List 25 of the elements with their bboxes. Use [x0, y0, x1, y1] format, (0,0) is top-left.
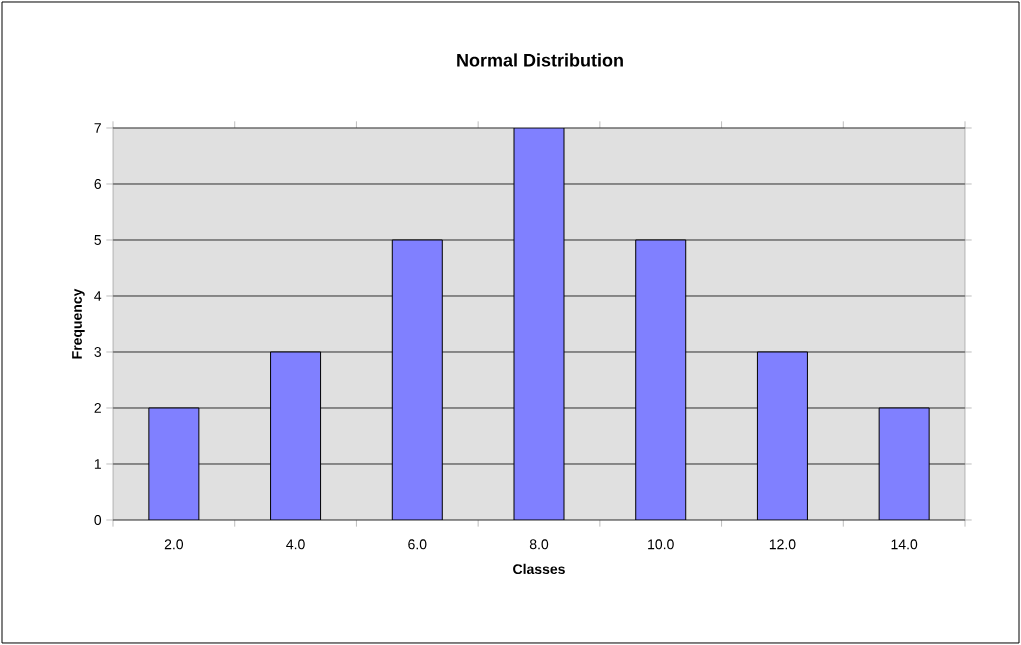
x-axis-title: Classes: [513, 563, 565, 575]
y-tick-label: 6: [94, 179, 102, 189]
bar: [635, 239, 687, 520]
bar: [270, 351, 322, 520]
bar: [756, 351, 808, 520]
bar: [391, 239, 443, 520]
x-tick-label: 4.0: [286, 539, 305, 550]
bar: [148, 407, 200, 520]
y-tick-label: 4: [94, 291, 102, 301]
bar: [878, 407, 930, 520]
y-tick-label: 3: [94, 347, 102, 357]
y-tick-label: 2: [94, 403, 101, 413]
x-tick-label: 10.0: [648, 539, 674, 550]
y-tick-label: 5: [94, 235, 102, 245]
x-tick-label: 12.0: [769, 539, 796, 550]
x-tick-label: 8.0: [529, 539, 549, 550]
x-tick-label: 2.0: [164, 539, 184, 550]
y-axis-title: Frequency: [72, 288, 85, 359]
chart-title: Normal Distribution: [457, 53, 623, 67]
y-tick-label: 0: [94, 515, 102, 525]
x-tick-label: 6.0: [408, 539, 427, 550]
y-tick-label: 1: [94, 459, 101, 469]
bar: [513, 127, 565, 520]
y-tick-label: 7: [94, 123, 101, 133]
x-tick-label: 14.0: [891, 539, 918, 550]
